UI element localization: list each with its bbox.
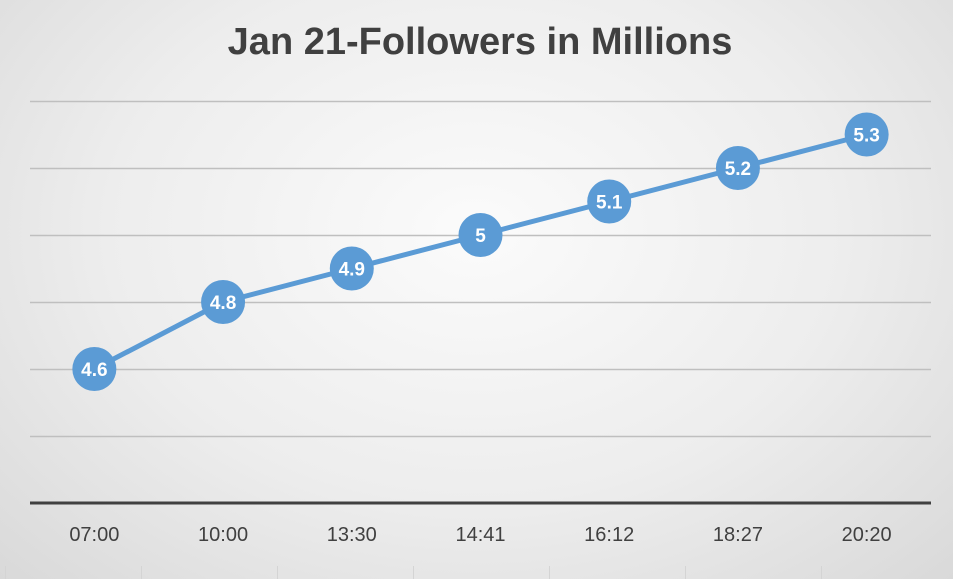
x-axis-tick-labels: 07:00 10:00 13:30 14:41 16:12 18:27 20:20: [69, 524, 891, 546]
x-tick-label-5: 18:27: [713, 524, 763, 546]
spreadsheet-cell-edges: [5, 566, 822, 579]
data-label-5: 5.2: [725, 159, 751, 180]
data-point-1: [201, 280, 246, 324]
series-followers: 4.6 4.8 4.9 5 5.1 5.2 5.3: [72, 112, 889, 391]
data-label-4: 5.1: [596, 193, 623, 214]
gridlines: [30, 100, 931, 438]
x-tick-label-4: 16:12: [584, 524, 634, 546]
x-tick-label-1: 10:00: [198, 524, 248, 546]
chart-title: Jan 21-Followers in Millions: [228, 21, 733, 63]
data-point-5: [715, 146, 760, 190]
data-label-6: 5.3: [853, 126, 879, 147]
data-label-2: 4.9: [339, 260, 365, 281]
data-point-4: [587, 179, 632, 224]
data-point-0: [72, 347, 117, 391]
data-point-2: [329, 246, 374, 291]
data-label-3: 5: [475, 226, 486, 247]
x-tick-label-6: 20:20: [842, 524, 892, 546]
data-point-6: [844, 112, 889, 157]
data-point-3: [458, 213, 503, 257]
x-tick-label-3: 14:41: [455, 524, 505, 546]
x-tick-label-0: 07:00: [69, 524, 119, 546]
data-label-1: 4.8: [210, 293, 236, 314]
x-tick-label-2: 13:30: [327, 524, 377, 546]
data-label-0: 4.6: [81, 360, 107, 381]
